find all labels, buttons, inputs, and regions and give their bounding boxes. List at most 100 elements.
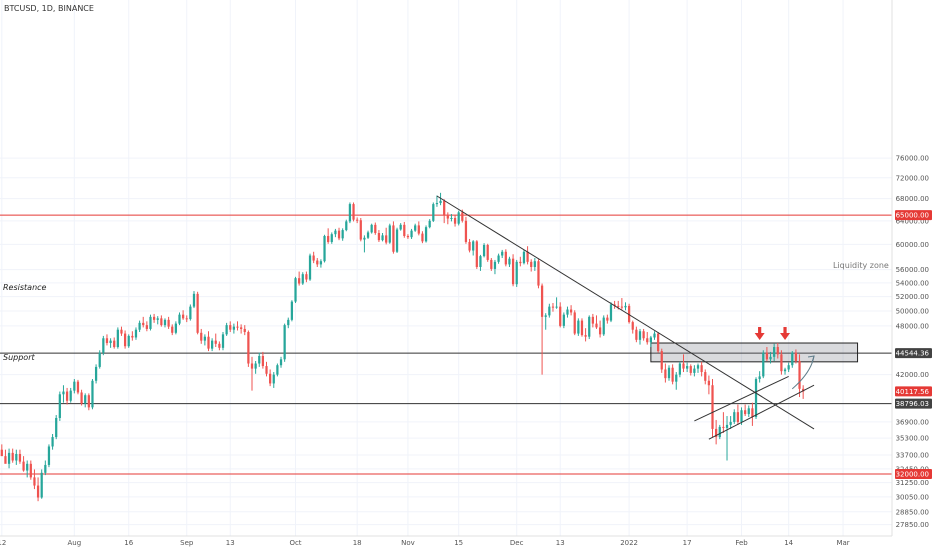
candle-body	[352, 204, 355, 220]
candle-body	[80, 392, 83, 404]
price-tick-label: 42000.00	[896, 371, 929, 379]
candle-body	[620, 306, 623, 308]
drawing-tools[interactable]	[436, 195, 815, 440]
candle-body	[609, 304, 613, 321]
candle-body	[715, 428, 718, 438]
candle-body	[290, 301, 294, 320]
candle-body	[33, 477, 36, 486]
candle-body	[526, 251, 529, 262]
candle-body	[584, 335, 587, 337]
candle-body	[87, 395, 90, 408]
candle-body	[221, 334, 225, 348]
candle-body	[501, 251, 504, 256]
price-tick-label: 28850.00	[896, 508, 929, 516]
candle-body	[627, 305, 631, 323]
candle-body	[69, 390, 72, 401]
candle-body	[642, 331, 645, 339]
candle-body	[649, 337, 652, 343]
candle-body	[551, 306, 555, 308]
price-tick-label: 31250.00	[896, 479, 929, 487]
candle-body	[693, 368, 696, 373]
price-tick-label: 52000.00	[896, 293, 929, 301]
time-tick-label: Sep	[180, 539, 194, 547]
candle-body	[174, 323, 177, 333]
candle-body	[91, 380, 94, 408]
candle-body	[236, 326, 239, 328]
price-tag-label: 32000.00	[896, 470, 929, 478]
candle-body	[559, 306, 562, 326]
descending-trendline	[436, 195, 815, 430]
price-tick-label: 35300.00	[896, 435, 929, 443]
candle-body	[123, 333, 127, 347]
time-axis[interactable]: 12 Aug 16 Sep 13 Oct 18 Nov 15 Dec 13 2022 17 Feb 14 Ma…	[0, 539, 850, 547]
candle-body	[667, 367, 671, 379]
candle-body	[287, 319, 290, 326]
candle-body	[598, 327, 602, 335]
candle-body	[272, 374, 275, 384]
candle-body	[171, 326, 174, 333]
candle-body	[94, 366, 98, 381]
price-tick-label: 54000.00	[896, 279, 929, 287]
candle-body	[765, 352, 769, 360]
candle-body	[294, 278, 297, 302]
candle-body	[7, 452, 11, 464]
candle-body	[417, 225, 420, 234]
candle-body	[134, 329, 138, 338]
time-tick-label: Aug	[67, 539, 81, 547]
candle-body	[305, 274, 308, 280]
candle-body	[40, 472, 43, 498]
candle-body	[533, 261, 536, 267]
candle-body	[312, 255, 315, 261]
candle-body	[116, 329, 119, 348]
candle-body	[395, 229, 399, 252]
candle-body	[250, 363, 254, 369]
candle-body	[479, 256, 482, 267]
candle-body	[22, 461, 25, 471]
candle-body	[102, 338, 105, 353]
candle-body	[540, 285, 544, 317]
candle-body	[537, 261, 540, 286]
time-tick-label: 12	[0, 539, 6, 547]
time-tick-label: 18	[353, 539, 362, 547]
candle-body	[265, 366, 268, 374]
candle-body	[26, 463, 29, 471]
candle-body	[744, 410, 747, 415]
candle-body	[145, 325, 148, 329]
candle-body	[482, 245, 486, 257]
price-axis[interactable]: 76000.00 72000.00 68000.00 64000.00 60000.00…	[896, 155, 929, 530]
candle-body	[443, 200, 446, 216]
candle-body	[203, 336, 206, 341]
candle-body	[388, 225, 391, 243]
candle-body	[725, 424, 729, 428]
candle-body	[229, 325, 232, 330]
candle-body	[486, 245, 489, 260]
candle-body	[189, 306, 192, 320]
red-arrow-head	[754, 333, 765, 341]
candle-body	[671, 367, 674, 382]
candle-body	[181, 314, 185, 319]
candle-body	[595, 323, 598, 328]
candle-body	[468, 241, 471, 251]
price-tick-label: 50000.00	[896, 307, 929, 315]
candle-body	[617, 305, 620, 307]
candle-body	[791, 352, 794, 366]
time-axis-background[interactable]	[0, 536, 932, 550]
candle-body	[660, 351, 663, 370]
candle-body	[461, 212, 464, 221]
liquidity-zone-box[interactable]	[650, 342, 859, 363]
price-axis-background[interactable]	[892, 0, 932, 550]
candle-body	[522, 251, 526, 264]
candle-body	[664, 369, 667, 379]
candle-body	[76, 381, 80, 393]
candle-body	[446, 215, 449, 219]
candle-body	[243, 328, 246, 333]
candle-body	[707, 380, 711, 386]
candle-body	[29, 463, 32, 478]
candle-body	[631, 322, 634, 330]
candle-body	[323, 235, 326, 262]
candle-body	[269, 373, 272, 384]
candle-body	[711, 385, 714, 429]
candle-body	[548, 306, 551, 316]
